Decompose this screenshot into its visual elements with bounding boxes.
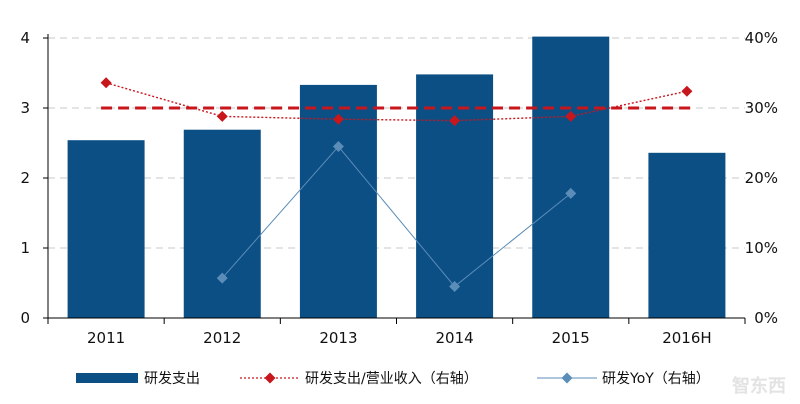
- bar-series: [67, 36, 726, 319]
- bar-2014: [416, 74, 494, 319]
- x-tick-label: 2013: [319, 329, 357, 347]
- marker-2-2014: [449, 281, 461, 292]
- marker-2-2013: [332, 141, 344, 152]
- y-left-tick-label: 2: [20, 169, 30, 187]
- watermark-text: 智东西: [732, 375, 786, 397]
- y-right-tick-label: 20%: [745, 169, 778, 187]
- marker-1-2012: [216, 110, 228, 122]
- marker-2-2015: [565, 187, 577, 199]
- legend-marker-rd-yoy: [561, 372, 573, 384]
- line-series-2: [221, 145, 572, 288]
- x-tick-label: 2015: [552, 329, 590, 347]
- y-left-tick-label: 0: [20, 309, 30, 327]
- marker-1-2013: [332, 113, 344, 125]
- y-left-tick-label: 4: [20, 29, 30, 47]
- bar-2016H: [648, 152, 726, 318]
- axes: [43, 34, 746, 324]
- x-tick-label: 2014: [435, 329, 473, 347]
- y-right-tick-label: 0%: [754, 309, 778, 327]
- bar-2015: [532, 36, 610, 318]
- marker-2-2012: [216, 272, 228, 284]
- marker-1-2016H: [681, 85, 693, 97]
- x-tick-label: 2012: [203, 329, 241, 347]
- bar-2012: [183, 129, 261, 318]
- line-series-1: [105, 82, 688, 122]
- legend-label-rd-ratio: 研发支出/营业收入（右轴）: [305, 371, 478, 387]
- y-left-tick-label: 3: [20, 99, 30, 117]
- bar-2011: [67, 140, 145, 318]
- legend-label-rd-spend: 研发支出: [144, 371, 200, 387]
- x-tick-label: 2016H: [662, 329, 711, 347]
- legend-marker-rd-ratio: [264, 372, 276, 384]
- y-right-tick-label: 30%: [745, 99, 778, 117]
- marker-1-2011: [100, 77, 112, 89]
- x-tick-label: 2011: [87, 329, 125, 347]
- legend-swatch-rd-spend: [76, 373, 138, 383]
- y-left-tick-label: 1: [20, 239, 30, 257]
- y-right-tick-label: 10%: [745, 239, 778, 257]
- legend-label-rd-yoy: 研发YoY（右轴）: [602, 371, 710, 387]
- line-series: [100, 77, 693, 292]
- marker-1-2014: [449, 115, 461, 127]
- marker-1-2015: [565, 110, 577, 122]
- watermark-logo: 智东西: [732, 375, 786, 397]
- y-right-tick-label: 40%: [745, 29, 778, 47]
- legend: 研发支出 研发支出/营业收入（右轴） 研发YoY（右轴）: [76, 371, 710, 387]
